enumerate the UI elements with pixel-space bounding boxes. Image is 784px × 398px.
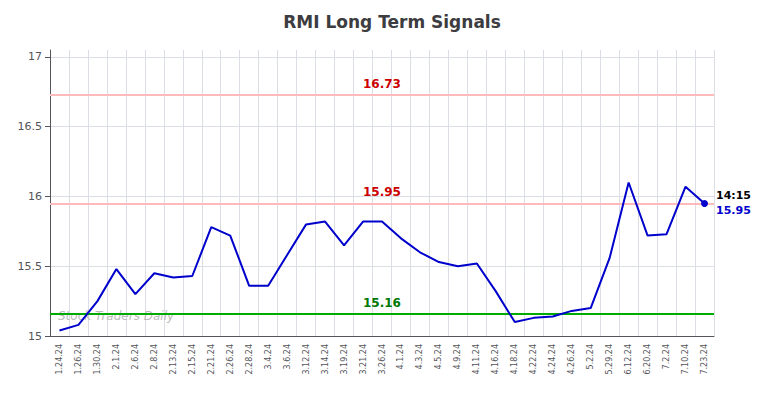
- svg-text:2.28.24: 2.28.24: [245, 344, 254, 375]
- svg-text:2.15.24: 2.15.24: [188, 344, 197, 375]
- svg-text:3.6.24: 3.6.24: [283, 344, 292, 369]
- svg-text:4.3.24: 4.3.24: [415, 344, 424, 369]
- svg-text:15.16: 15.16: [363, 296, 401, 310]
- svg-text:7.23.24: 7.23.24: [700, 344, 709, 375]
- svg-text:5.2.24: 5.2.24: [586, 344, 595, 369]
- svg-text:1.24.24: 1.24.24: [55, 344, 64, 375]
- svg-text:4.9.24: 4.9.24: [453, 344, 462, 369]
- svg-text:2.26.24: 2.26.24: [226, 344, 235, 375]
- svg-text:3.12.24: 3.12.24: [302, 344, 311, 375]
- svg-text:15.5: 15.5: [18, 260, 43, 273]
- svg-text:4.1.24: 4.1.24: [396, 344, 405, 369]
- svg-text:15: 15: [28, 330, 42, 343]
- svg-text:17: 17: [28, 50, 42, 63]
- svg-text:3.4.24: 3.4.24: [264, 344, 273, 369]
- svg-text:5.29.24: 5.29.24: [605, 344, 614, 375]
- svg-text:14:15: 14:15: [716, 189, 751, 202]
- svg-text:15.95: 15.95: [363, 185, 401, 199]
- svg-text:3.21.24: 3.21.24: [359, 344, 368, 375]
- svg-text:4.18.24: 4.18.24: [510, 344, 519, 375]
- svg-text:2.21.24: 2.21.24: [207, 344, 216, 375]
- svg-text:1.26.24: 1.26.24: [74, 344, 83, 375]
- svg-text:6.12.24: 6.12.24: [624, 344, 633, 375]
- svg-text:4.11.24: 4.11.24: [472, 344, 481, 375]
- svg-text:3.19.24: 3.19.24: [340, 344, 349, 375]
- svg-text:4.22.24: 4.22.24: [529, 344, 538, 375]
- svg-text:RMI Long Term Signals: RMI Long Term Signals: [283, 12, 501, 32]
- svg-text:2.1.24: 2.1.24: [112, 344, 121, 369]
- svg-text:7.10.24: 7.10.24: [681, 344, 690, 375]
- svg-text:3.26.24: 3.26.24: [378, 344, 387, 375]
- svg-text:16.5: 16.5: [18, 120, 43, 133]
- svg-text:2.6.24: 2.6.24: [131, 344, 140, 369]
- svg-text:2.8.24: 2.8.24: [150, 344, 159, 369]
- svg-text:4.24.24: 4.24.24: [548, 344, 557, 375]
- svg-text:16.73: 16.73: [363, 77, 401, 91]
- svg-text:Stock Traders Daily: Stock Traders Daily: [58, 309, 175, 323]
- svg-text:3.14.24: 3.14.24: [321, 344, 330, 375]
- svg-text:1.30.24: 1.30.24: [93, 344, 102, 375]
- svg-text:2.13.24: 2.13.24: [169, 344, 178, 375]
- svg-text:16: 16: [28, 190, 42, 203]
- svg-text:4.26.24: 4.26.24: [567, 344, 576, 375]
- svg-text:15.95: 15.95: [716, 204, 751, 217]
- svg-text:6.20.24: 6.20.24: [643, 344, 652, 375]
- svg-text:7.2.24: 7.2.24: [662, 344, 671, 369]
- svg-text:4.5.24: 4.5.24: [434, 344, 443, 369]
- svg-text:4.16.24: 4.16.24: [491, 344, 500, 375]
